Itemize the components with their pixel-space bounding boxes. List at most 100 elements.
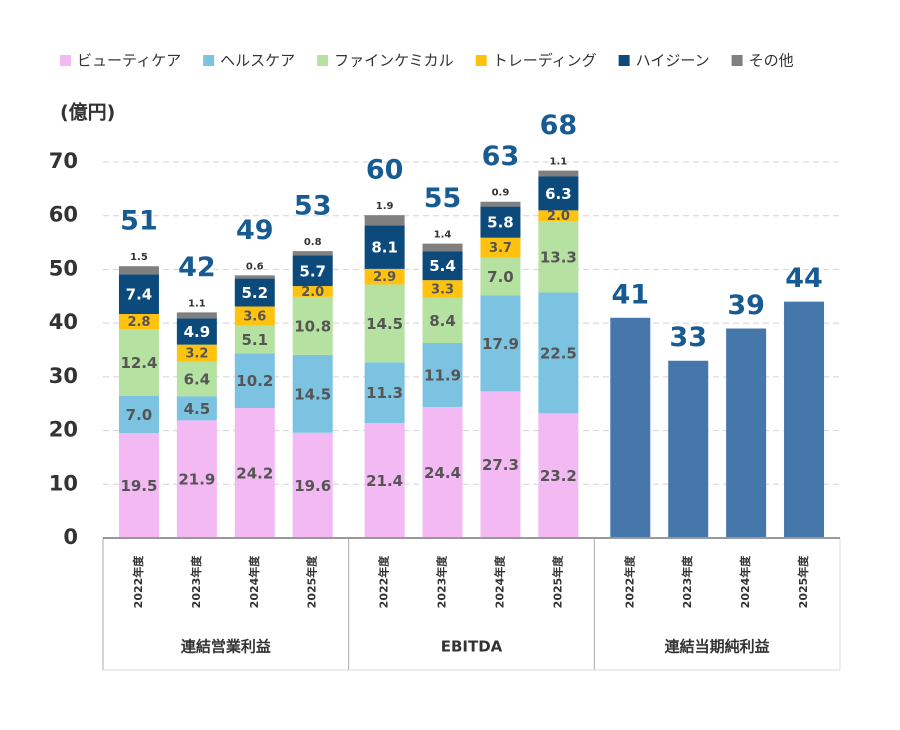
segment-label: 23.2 <box>540 467 577 485</box>
legend-label: ヘルスケア <box>220 52 295 70</box>
bar-segment <box>364 225 405 269</box>
legend-swatch <box>203 55 215 66</box>
bar-segment <box>538 176 579 211</box>
segment-label: 1.4 <box>434 230 452 241</box>
bar-segment <box>176 396 217 421</box>
segment-label: 5.4 <box>429 257 456 275</box>
bar-segment <box>292 354 333 433</box>
segment-label: 6.3 <box>545 185 572 203</box>
total-label: 49 <box>236 215 274 246</box>
bar <box>610 317 651 538</box>
bar-segment <box>480 295 521 392</box>
group-label: 連結営業利益 <box>181 638 271 656</box>
segment-label: 2.0 <box>547 209 570 224</box>
total-label: 53 <box>294 191 332 222</box>
bar-segment <box>176 312 217 319</box>
segment-label: 19.6 <box>294 477 331 495</box>
segment-label: 0.9 <box>492 188 510 199</box>
legend-label: トレーディング <box>493 52 597 70</box>
bar-segment <box>176 361 217 397</box>
bar-segment <box>480 237 521 258</box>
total-label: 39 <box>727 290 765 321</box>
legend-label: ファインケミカル <box>334 52 454 70</box>
legend-label: その他 <box>749 52 794 70</box>
bar-segment <box>538 292 579 414</box>
segment-label: 6.4 <box>184 371 211 389</box>
segment-label: 2.9 <box>373 270 396 285</box>
bar-segment <box>292 286 333 297</box>
x-tick-label: 2022年度 <box>377 555 391 609</box>
x-tick-label: 2023年度 <box>680 555 694 609</box>
bar-segment <box>538 210 579 222</box>
y-tick-label: 30 <box>49 364 78 388</box>
segment-label: 8.1 <box>371 239 398 257</box>
segment-label: 11.9 <box>424 366 461 384</box>
total-label: 55 <box>424 183 462 214</box>
bar <box>784 301 825 538</box>
bar-segment <box>364 423 405 538</box>
group-label: EBITDA <box>441 638 503 656</box>
segment-label: 3.3 <box>431 283 454 298</box>
total-label: 33 <box>669 322 707 353</box>
segment-label: 21.4 <box>366 472 403 490</box>
bar-segment <box>422 280 463 298</box>
bar-segment <box>364 215 405 226</box>
total-label: 51 <box>120 206 158 237</box>
total-label: 42 <box>178 252 216 283</box>
bar-segment <box>292 296 333 355</box>
bar-segment <box>538 170 579 177</box>
segment-label: 12.4 <box>120 354 157 372</box>
legend-swatch <box>475 55 487 66</box>
y-axis-label: (億円) <box>60 101 115 124</box>
bar-segment <box>422 406 463 538</box>
bar-segment <box>234 408 275 538</box>
segment-label: 11.3 <box>366 384 403 402</box>
bar <box>726 328 767 538</box>
bar-segment <box>480 201 521 207</box>
segment-label: 3.7 <box>489 241 512 256</box>
segment-label: 5.7 <box>299 262 326 280</box>
segment-label: 0.6 <box>246 261 264 272</box>
bar-segment <box>364 284 405 363</box>
segment-label: 1.1 <box>550 157 568 168</box>
segment-label: 27.3 <box>482 456 519 474</box>
total-label: 60 <box>366 155 404 186</box>
legend-swatch <box>731 55 743 66</box>
segment-label: 7.0 <box>487 268 514 286</box>
segment-label: 10.2 <box>236 372 273 390</box>
bar-segment <box>234 306 275 326</box>
bar-segment <box>422 343 463 407</box>
legend-swatch <box>60 55 71 66</box>
segment-label: 19.5 <box>120 477 157 495</box>
bar-segment <box>234 278 275 307</box>
legend-label: ビューティケア <box>77 52 181 70</box>
total-label: 41 <box>612 279 650 310</box>
segment-label: 14.5 <box>294 385 331 403</box>
total-label: 68 <box>540 110 578 141</box>
legend-swatch <box>618 55 630 66</box>
bar-segment <box>292 251 333 256</box>
segment-label: 4.5 <box>184 400 211 418</box>
bar-segment <box>292 255 333 287</box>
y-tick-label: 40 <box>49 310 78 334</box>
segment-label: 1.1 <box>188 298 206 309</box>
segment-label: 14.5 <box>366 315 403 333</box>
bar-segment <box>292 432 333 538</box>
segment-label: 3.2 <box>185 347 208 362</box>
group-label: 連結当期純利益 <box>665 638 770 656</box>
y-tick-label: 60 <box>49 203 78 227</box>
segment-label: 7.4 <box>126 286 153 304</box>
x-tick-label: 2024年度 <box>247 555 261 609</box>
segment-label: 13.3 <box>540 248 577 266</box>
bar-segment <box>234 325 275 354</box>
legend-label: ハイジーン <box>636 52 710 70</box>
segment-label: 21.9 <box>178 471 215 489</box>
segment-label: 1.5 <box>130 252 148 263</box>
total-label: 63 <box>482 141 520 172</box>
segment-label: 0.8 <box>304 237 322 248</box>
y-tick-label: 10 <box>49 471 78 495</box>
x-tick-label: 2022年度 <box>131 555 145 609</box>
bar-segment <box>480 391 521 538</box>
y-tick-label: 50 <box>49 256 78 280</box>
bar-segment <box>118 395 159 434</box>
